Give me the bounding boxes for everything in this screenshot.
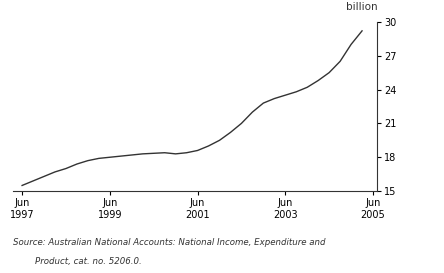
Text: billion: billion xyxy=(346,2,377,12)
Text: Product, cat. no. 5206.0.: Product, cat. no. 5206.0. xyxy=(13,257,142,266)
Text: Source: Australian National Accounts: National Income, Expenditure and: Source: Australian National Accounts: Na… xyxy=(13,238,326,247)
